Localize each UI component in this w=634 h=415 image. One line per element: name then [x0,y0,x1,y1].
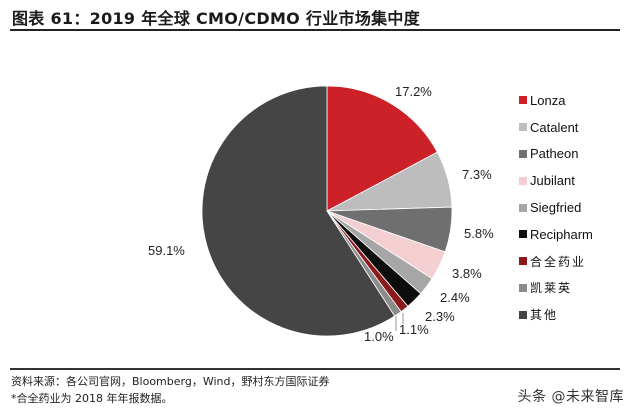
legend-label: Jubilant [530,173,575,189]
footer-notes: 资料来源：各公司官网，Bloomberg，Wind，野村东方国际证券 *合全药业… [11,373,329,407]
pie-slice-其他 [201,85,396,337]
title-divider [10,29,620,31]
legend-swatch-icon [519,283,527,292]
chart-title: 图表 61：2019 年全球 CMO/CDMO 行业市场集中度 [12,9,421,28]
legend-item-jubilant: Jubilant [519,167,593,194]
slice-label: 2.3% [425,309,455,324]
pie-slices [201,85,453,337]
legend-item-others: 其他 [519,301,593,328]
legend-swatch-icon [519,123,527,132]
legend-swatch-icon [519,257,527,266]
slice-label: 59.1% [148,243,185,258]
legend-item-wuxi-sta: 合全药业 [519,248,593,275]
slice-labels: 17.2% 7.3% 5.8% 3.8% 2.4% 2.3%1.1% 1.0% 59.1% [148,84,494,344]
legend-swatch-icon [519,176,527,185]
legend-item-siegfried: Siegfried [519,194,593,221]
chart-legend: Lonza Catalent Patheon Jubilant Siegfrie… [519,87,593,328]
legend-swatch-icon [519,96,527,105]
legend-swatch-icon [519,230,527,239]
legend-item-catalent: Catalent [519,114,593,141]
legend-item-patheon: Patheon [519,141,593,168]
legend-swatch-icon [519,310,527,319]
legend-label: 凯莱英 [530,281,573,296]
legend-label: Catalent [530,119,579,135]
slice-label: 17.2% [395,84,432,99]
legend-label: Patheon [530,146,579,162]
legend-label: Recipharm [530,226,593,242]
slice-label: 1.1% [399,322,429,337]
leader-lines [395,313,404,331]
legend-item-recipharm: Recipharm [519,221,593,248]
pie-slice-Lonza [326,85,438,212]
slice-label: 5.8% [464,226,494,241]
slice-label: 1.0% [364,329,394,344]
slice-label: 7.3% [462,167,492,182]
legend-label: Siegfried [530,200,582,216]
legend-swatch-icon [519,203,527,212]
note-text: *合全药业为 2018 年年报数据。 [11,392,173,405]
watermark: 头条 @未来智库 [517,389,624,405]
slice-label: 3.8% [452,266,482,281]
slice-label: 2.4% [440,290,470,305]
legend-label: Lonza [530,92,566,108]
legend-item-lonza: Lonza [519,87,593,114]
legend-item-asymchem: 凯莱英 [519,275,593,302]
legend-label: 其他 [530,308,559,323]
legend-swatch-icon [519,149,527,158]
source-text: 资料来源：各公司官网，Bloomberg，Wind，野村东方国际证券 [11,375,330,388]
legend-label: 合全药业 [530,254,587,269]
footer-divider [10,368,620,370]
